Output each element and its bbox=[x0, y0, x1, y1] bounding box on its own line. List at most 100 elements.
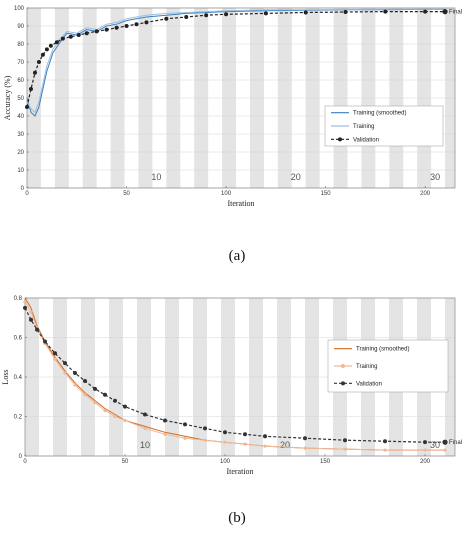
series-point-3 bbox=[43, 339, 47, 344]
series-line-2 bbox=[24, 301, 445, 451]
final-marker bbox=[442, 439, 448, 445]
series-line-2 bbox=[26, 8, 445, 114]
series-point-2 bbox=[263, 444, 267, 448]
series-point-2 bbox=[29, 310, 33, 314]
x-tick-label: 100 bbox=[220, 459, 231, 465]
epoch-label: 10 bbox=[151, 172, 161, 182]
x-axis-label: Iteration bbox=[227, 199, 254, 208]
series-point-2 bbox=[143, 426, 147, 430]
series-point-2 bbox=[53, 357, 57, 361]
series-line-1 bbox=[26, 8, 445, 117]
y-tick-label: 90 bbox=[17, 24, 24, 30]
series-point-3 bbox=[103, 392, 107, 397]
epoch-label: 20 bbox=[291, 172, 301, 182]
legend-marker bbox=[338, 137, 342, 142]
series-point-3 bbox=[53, 351, 57, 356]
final-marker bbox=[442, 8, 448, 15]
final-label: Final bbox=[449, 10, 462, 16]
series-point-3 bbox=[343, 9, 348, 14]
series-point-2 bbox=[223, 440, 227, 444]
y-tick-label: 0.2 bbox=[14, 415, 23, 421]
series-point-3 bbox=[68, 34, 73, 39]
series-point-3 bbox=[29, 317, 33, 322]
y-axis-label: Loss bbox=[1, 369, 10, 384]
x-tick-label: 150 bbox=[320, 459, 331, 465]
series-point-3 bbox=[423, 440, 427, 445]
x-tick-label: 200 bbox=[420, 459, 431, 465]
y-tick-label: 0.4 bbox=[14, 375, 23, 381]
series-point-3 bbox=[383, 439, 387, 444]
x-tick-label: 150 bbox=[321, 191, 332, 197]
series-point-2 bbox=[243, 442, 247, 446]
epoch-label: 20 bbox=[280, 440, 290, 450]
legend-entry: Training bbox=[356, 364, 377, 370]
figure-caption: (a) bbox=[229, 248, 246, 264]
legend-entry: Validation bbox=[356, 381, 382, 387]
final-label: Final bbox=[449, 440, 462, 446]
y-tick-label: 0.6 bbox=[14, 336, 23, 342]
series-point-3 bbox=[263, 11, 268, 16]
series-point-3 bbox=[224, 12, 229, 17]
y-axis-label: Accuracy (%) bbox=[3, 75, 12, 120]
epoch-label: 10 bbox=[140, 440, 150, 450]
series-point-3 bbox=[204, 13, 209, 18]
y-tick-label: 10 bbox=[17, 168, 24, 174]
x-tick-label: 0 bbox=[23, 459, 27, 465]
series-point-3 bbox=[36, 60, 41, 64]
series-point-2 bbox=[203, 438, 207, 442]
series-point-3 bbox=[143, 412, 147, 417]
series-point-3 bbox=[93, 386, 97, 391]
series-point-3 bbox=[114, 25, 119, 30]
y-tick-label: 0 bbox=[19, 454, 23, 460]
legend-marker bbox=[341, 381, 345, 386]
y-tick-label: 40 bbox=[17, 114, 24, 120]
series-point-2 bbox=[163, 432, 167, 436]
series-point-2 bbox=[383, 448, 387, 452]
series-point-3 bbox=[40, 52, 45, 57]
y-tick-label: 70 bbox=[17, 60, 24, 66]
series-point-2 bbox=[343, 447, 347, 451]
series-point-3 bbox=[35, 327, 39, 332]
legend-entry: Training (smoothed) bbox=[353, 111, 406, 117]
series-point-3 bbox=[94, 29, 99, 34]
series-point-2 bbox=[183, 436, 187, 440]
y-tick-label: 30 bbox=[17, 132, 24, 138]
series-point-2 bbox=[83, 393, 87, 397]
y-tick-label: 0 bbox=[21, 186, 25, 192]
y-tick-label: 100 bbox=[14, 6, 25, 12]
series-point-3 bbox=[104, 27, 109, 32]
series-point-3 bbox=[163, 418, 167, 423]
series-point-2 bbox=[73, 383, 77, 387]
epoch-label: 30 bbox=[430, 440, 440, 450]
series-point-3 bbox=[113, 398, 117, 403]
series-line-3 bbox=[24, 307, 445, 443]
series-point-3 bbox=[123, 404, 127, 409]
series-point-3 bbox=[63, 361, 67, 366]
series-point-2 bbox=[113, 414, 117, 419]
series-point-3 bbox=[54, 40, 59, 45]
series-point-2 bbox=[423, 448, 427, 452]
legend: Training (smoothed) Training Validation bbox=[324, 105, 444, 147]
x-tick-label: 50 bbox=[123, 191, 130, 197]
chart-1: 10 20 30 0 50 100 150 200 0 10 20 30 40 50 60 70 80 90 100… bbox=[3, 6, 462, 264]
series-point-3 bbox=[263, 434, 267, 439]
series-point-3 bbox=[28, 87, 33, 91]
series-point-3 bbox=[48, 43, 53, 48]
x-tick-label: 200 bbox=[420, 191, 431, 197]
y-tick-label: 60 bbox=[17, 78, 24, 84]
series-point-3 bbox=[423, 9, 428, 14]
series-point-3 bbox=[183, 422, 187, 427]
legend: Training (smoothed) Training Validation bbox=[327, 339, 449, 393]
series-point-3 bbox=[83, 378, 87, 383]
figure-caption: (b) bbox=[228, 510, 246, 526]
series-point-3 bbox=[25, 105, 29, 109]
series-point-3 bbox=[60, 36, 65, 41]
series-point-2 bbox=[123, 418, 127, 423]
series-point-3 bbox=[203, 426, 207, 431]
series-point-3 bbox=[144, 20, 149, 25]
series-point-3 bbox=[303, 436, 307, 441]
series-point-3 bbox=[134, 22, 139, 27]
series-point-3 bbox=[124, 24, 129, 28]
x-tick-label: 100 bbox=[221, 191, 232, 197]
